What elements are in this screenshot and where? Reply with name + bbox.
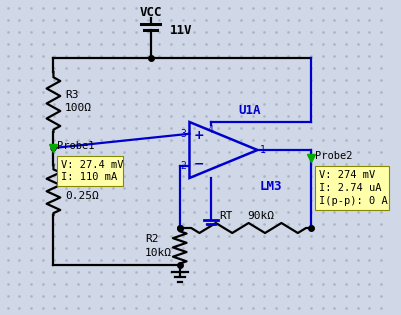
Text: V: 274 mV: V: 274 mV bbox=[318, 170, 374, 180]
Text: 2: 2 bbox=[180, 161, 186, 171]
Text: 0.25Ω: 0.25Ω bbox=[65, 191, 99, 201]
Text: RT: RT bbox=[219, 211, 232, 221]
Text: +: + bbox=[193, 129, 204, 142]
Text: 10kΩ: 10kΩ bbox=[144, 248, 171, 257]
Text: I: 2.74 uA: I: 2.74 uA bbox=[318, 183, 380, 193]
Text: V: 27.4 mV: V: 27.4 mV bbox=[61, 160, 124, 170]
Text: I(p-p): 0 A: I(p-p): 0 A bbox=[318, 196, 387, 206]
Text: 1: 1 bbox=[259, 145, 265, 155]
Text: 11V: 11V bbox=[170, 24, 192, 37]
Text: R2: R2 bbox=[144, 234, 158, 244]
Text: LM3: LM3 bbox=[259, 180, 281, 192]
Text: U1A: U1A bbox=[237, 104, 260, 117]
Text: 4: 4 bbox=[207, 125, 213, 135]
Text: Probe2: Probe2 bbox=[314, 151, 351, 161]
Text: −: − bbox=[193, 158, 204, 171]
Text: I: 110 mA: I: 110 mA bbox=[61, 172, 117, 182]
FancyBboxPatch shape bbox=[57, 156, 123, 186]
Text: Probe1: Probe1 bbox=[57, 141, 95, 151]
FancyBboxPatch shape bbox=[314, 166, 388, 210]
Text: R4: R4 bbox=[65, 178, 79, 188]
Text: 3: 3 bbox=[180, 129, 186, 139]
Text: VCC: VCC bbox=[139, 5, 162, 19]
Text: R3: R3 bbox=[65, 90, 79, 100]
Text: 90kΩ: 90kΩ bbox=[247, 211, 274, 221]
Text: 100Ω: 100Ω bbox=[65, 103, 92, 113]
